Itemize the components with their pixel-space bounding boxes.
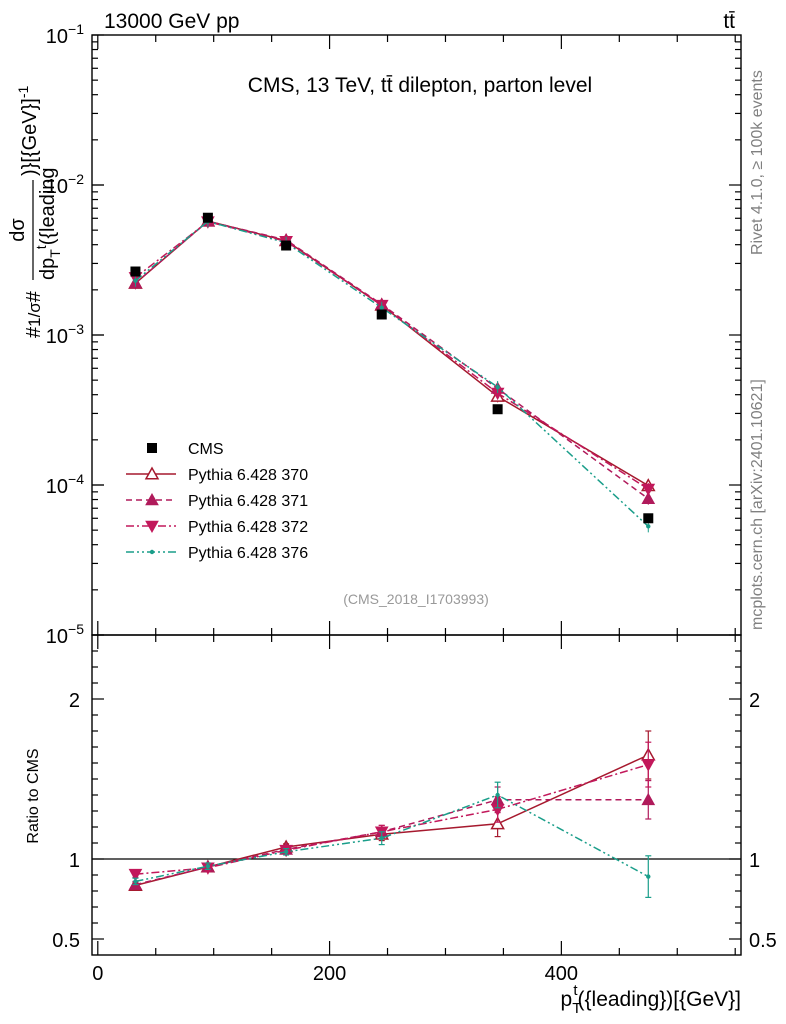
data-point <box>643 513 654 524</box>
ratio-series-line <box>135 763 649 875</box>
ylabel-denom: dp <box>37 258 59 280</box>
ratio-series-point <box>283 849 289 854</box>
main-y-tick-label: 10−4 <box>46 471 84 498</box>
ratio-series-point <box>646 874 651 879</box>
ratio-y-tick-label-right: 2 <box>749 690 760 712</box>
ratio-y-tick-label: 1 <box>69 850 80 872</box>
ratio-y-ticks: 2 2 1 1 0.5 0.5 <box>52 650 777 952</box>
legend-marker <box>149 549 155 555</box>
xlabel-rest: ({leading})[{GeV}] <box>578 988 741 1011</box>
rivet-version-label: Rivet 4.1.0, ≥ 100k events <box>749 70 766 255</box>
ylabel-1-over-sigma: 1/σ <box>25 302 44 327</box>
x-tick-label: 0 <box>92 963 103 985</box>
svg-text:#1/σ#: #1/σ# <box>23 290 45 338</box>
tick-mantissa: 10 <box>46 326 68 348</box>
energy-label: 13000 GeV pp <box>104 10 239 33</box>
ylabel-prefix: # <box>23 326 45 338</box>
legend-marker <box>145 520 159 534</box>
process-label: tt̄ <box>723 10 735 33</box>
ratio-series-point <box>133 879 138 884</box>
main-y-axis-label: #1/σ# dσ dpTt({leading )}[{GeV}]-1 <box>7 85 63 338</box>
data-point <box>281 240 292 251</box>
main-series-line <box>134 220 649 527</box>
ratio-plot-frame <box>91 634 742 956</box>
main-series-point <box>495 384 500 390</box>
ratio-series-point <box>641 792 656 806</box>
tick-exponent: −1 <box>68 21 84 37</box>
legend: CMS Pythia 6.428 370 Pythia 6.428 371 Pythi… <box>126 441 308 562</box>
main-y-tick-label: 10−2 <box>46 171 84 198</box>
x-ticks: 0 200 400 <box>92 35 736 985</box>
main-series-layer <box>128 212 656 533</box>
data-point <box>130 266 141 277</box>
main-series-point <box>133 278 138 283</box>
ratio-series-point <box>490 816 505 830</box>
legend-marker <box>144 466 160 480</box>
xlabel-main: p <box>561 988 573 1011</box>
tick-exponent: −2 <box>68 171 84 187</box>
ratio-y-tick-label: 0.5 <box>52 930 80 952</box>
analysis-id: (CMS_2018_I1703993) <box>343 591 489 607</box>
ratio-series-point <box>641 759 656 772</box>
main-y-tick-label: 10−3 <box>46 321 84 348</box>
ratio-series-layer <box>128 730 656 899</box>
main-series-line <box>134 220 649 500</box>
tick-exponent: −4 <box>68 471 84 487</box>
ylabel-denom-sup: t <box>33 245 49 249</box>
ratio-y-axis-label: Ratio to CMS <box>25 748 42 843</box>
legend-entry-label: CMS <box>188 441 224 458</box>
xlabel-sup: t <box>573 982 578 999</box>
tick-mantissa: 10 <box>46 26 68 48</box>
main-series-point <box>641 491 656 505</box>
legend-entry-label: Pythia 6.428 370 <box>188 467 308 484</box>
ratio-series-point <box>128 868 143 882</box>
mcplots-label: mcplots.cern.ch [arXiv:2401.10621] <box>749 379 766 630</box>
ratio-series-point <box>205 864 211 869</box>
tick-mantissa: 10 <box>46 476 68 498</box>
main-series-point <box>641 483 656 497</box>
ylabel-suffix-exp: -1 <box>15 85 31 98</box>
ratio-y-tick-label-right: 1 <box>749 850 760 872</box>
svg-text:dpTt({leading: dpTt({leading <box>33 167 63 280</box>
ratio-series-point <box>495 792 500 798</box>
legend-entry-label: Pythia 6.428 371 <box>188 493 308 510</box>
tick-exponent: −3 <box>68 321 84 337</box>
main-y-tick-label: 10−5 <box>46 621 84 648</box>
legend-marker <box>147 443 157 453</box>
data-point <box>376 309 387 320</box>
main-series-line <box>135 220 649 490</box>
ratio-series-point <box>379 836 384 841</box>
main-series-point <box>646 524 651 529</box>
tick-mantissa: 10 <box>46 176 68 198</box>
legend-entry-label: Pythia 6.428 372 <box>188 519 308 536</box>
ratio-y-tick-label: 2 <box>69 690 80 712</box>
ylabel-denom-sub: T <box>47 249 63 258</box>
main-y-ticks: 10−110−210−310−410−5 <box>46 21 741 648</box>
data-point <box>492 404 503 415</box>
ratio-series-line <box>135 799 649 886</box>
x-axis-label: pTt({leading})[{GeV}] <box>561 982 742 1017</box>
main-y-tick-label: 10−1 <box>46 21 84 48</box>
ratio-series-line <box>135 794 649 883</box>
ylabel-prefix-2: # <box>23 290 45 302</box>
x-tick-label: 200 <box>313 963 346 985</box>
xlabel-sub: T <box>572 1000 581 1017</box>
tick-exponent: −5 <box>68 621 84 637</box>
ratio-y-tick-label-right: 0.5 <box>749 930 777 952</box>
data-point <box>202 212 213 223</box>
ylabel-dsigma: dσ <box>7 218 29 242</box>
x-tick-label: 400 <box>545 963 578 985</box>
ylabel-denom-rest: ({leading <box>37 167 59 245</box>
main-series-point <box>379 305 384 310</box>
legend-marker <box>145 492 159 506</box>
plot-title: CMS, 13 TeV, tt̄ dilepton, parton level <box>248 74 592 97</box>
ylabel-suffix: )}[{GeV}] <box>19 98 41 176</box>
svg-text:)}[{GeV}]-1: )}[{GeV}]-1 <box>15 85 41 176</box>
tick-mantissa: 10 <box>46 626 68 648</box>
legend-entry-label: Pythia 6.428 376 <box>188 545 308 562</box>
